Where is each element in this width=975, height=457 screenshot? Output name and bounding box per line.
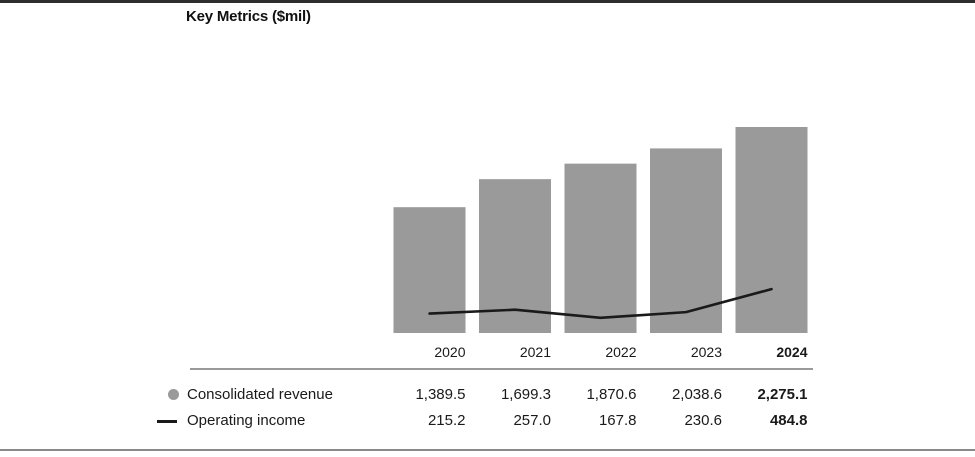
year-label-2024: 2024 (776, 344, 808, 360)
income-value-2020: 215.2 (427, 412, 466, 429)
revenue-value-2021: 1,699.3 (500, 386, 551, 403)
revenue-value-2023: 2,038.6 (671, 386, 722, 403)
bottom-divider (0, 449, 975, 451)
revenue-bar-2024 (735, 127, 808, 333)
income-value-2024: 484.8 (769, 412, 808, 429)
operating-income-line (428, 287, 773, 320)
income-value-2023: 230.6 (684, 412, 722, 429)
revenue-value-2022: 1,870.6 (586, 386, 637, 403)
income-value-2022: 167.8 (598, 412, 637, 429)
year-label-2022: 2022 (605, 344, 637, 360)
revenue-bar-2022 (564, 163, 637, 333)
table-top-rule (190, 368, 813, 370)
top-divider (0, 0, 975, 3)
revenue-value-2020: 1,389.5 (415, 386, 466, 403)
revenue-bar-2023 (650, 148, 722, 333)
income-row: Operating income 215.2 257.0 167.8 230.6 484… (0, 412, 975, 429)
income-dash-icon (157, 420, 177, 423)
revenue-circle-icon (168, 389, 179, 400)
income-value-2021: 257.0 (513, 412, 551, 429)
year-label-2023: 2023 (690, 344, 722, 360)
chart-title: Key Metrics ($mil) (186, 8, 311, 25)
revenue-value-2024: 2,275.1 (757, 386, 808, 403)
income-legend-label: Operating income (187, 412, 306, 429)
revenue-bar-2021 (479, 179, 551, 333)
year-label-2021: 2021 (519, 344, 551, 360)
revenue-row: Consolidated revenue 1,389.5 1,699.3 1,870… (0, 386, 975, 403)
year-label-2020: 2020 (434, 344, 466, 360)
revenue-legend-label: Consolidated revenue (187, 386, 333, 403)
